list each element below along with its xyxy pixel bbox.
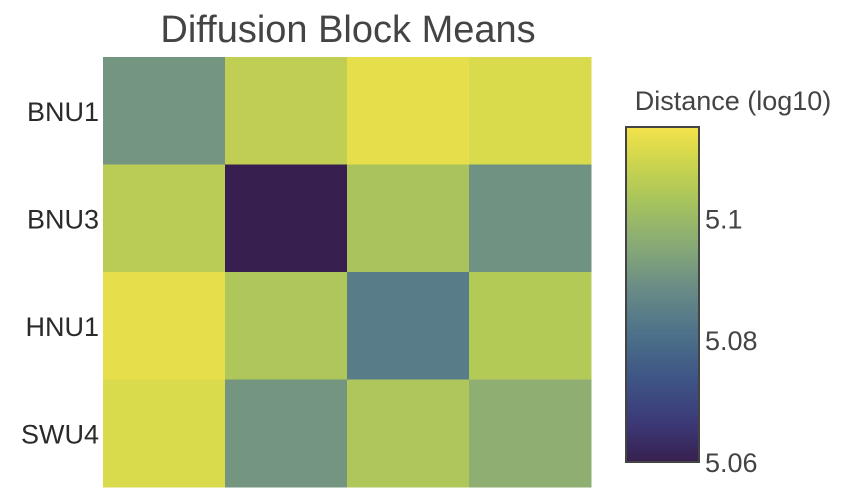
heatmap-cell-bnu1-2 (225, 57, 348, 165)
colorbar-ticks: 5.06 5.08 5.1 (705, 204, 758, 478)
row-label-bnu3: BNU3 (27, 204, 99, 234)
heatmap-cell-bnu1-1 (103, 57, 226, 165)
colorbar (625, 126, 700, 463)
heatmap-cell-hnu1-3 (347, 272, 470, 380)
colorbar-tick-label: 5.06 (705, 448, 758, 478)
heatmap-cell-bnu3-4 (469, 164, 592, 273)
heatmap-cell-bnu1-4 (469, 57, 592, 165)
heatmap-cell-bnu3-1 (103, 164, 226, 273)
heatmap-cell-bnu1-3 (347, 57, 470, 165)
heatmap-cells (103, 57, 592, 488)
heatmap-cell-swu4-1 (103, 379, 226, 488)
heatmap-cell-swu4-3 (347, 379, 470, 488)
heatmap-cell-bnu3-2 (225, 164, 348, 273)
colorbar-tick-label: 5.08 (705, 326, 758, 356)
row-labels: BNU1 BNU3 HNU1 SWU4 (21, 97, 99, 450)
heatmap-cell-hnu1-2 (225, 272, 348, 380)
colorbar-title: Distance (log10) (635, 86, 832, 116)
heatmap-cell-hnu1-4 (469, 272, 592, 380)
row-label-hnu1: HNU1 (25, 312, 99, 342)
row-label-bnu1: BNU1 (27, 97, 99, 127)
heatmap-cell-swu4-4 (469, 379, 592, 488)
heatmap-cell-hnu1-1 (103, 272, 226, 380)
row-label-swu4: SWU4 (21, 419, 99, 449)
heatmap-cell-swu4-2 (225, 379, 348, 488)
colorbar-tick-label: 5.1 (705, 204, 743, 234)
heatmap-cell-bnu3-3 (347, 164, 470, 273)
chart-title: Diffusion Block Means (160, 9, 535, 51)
